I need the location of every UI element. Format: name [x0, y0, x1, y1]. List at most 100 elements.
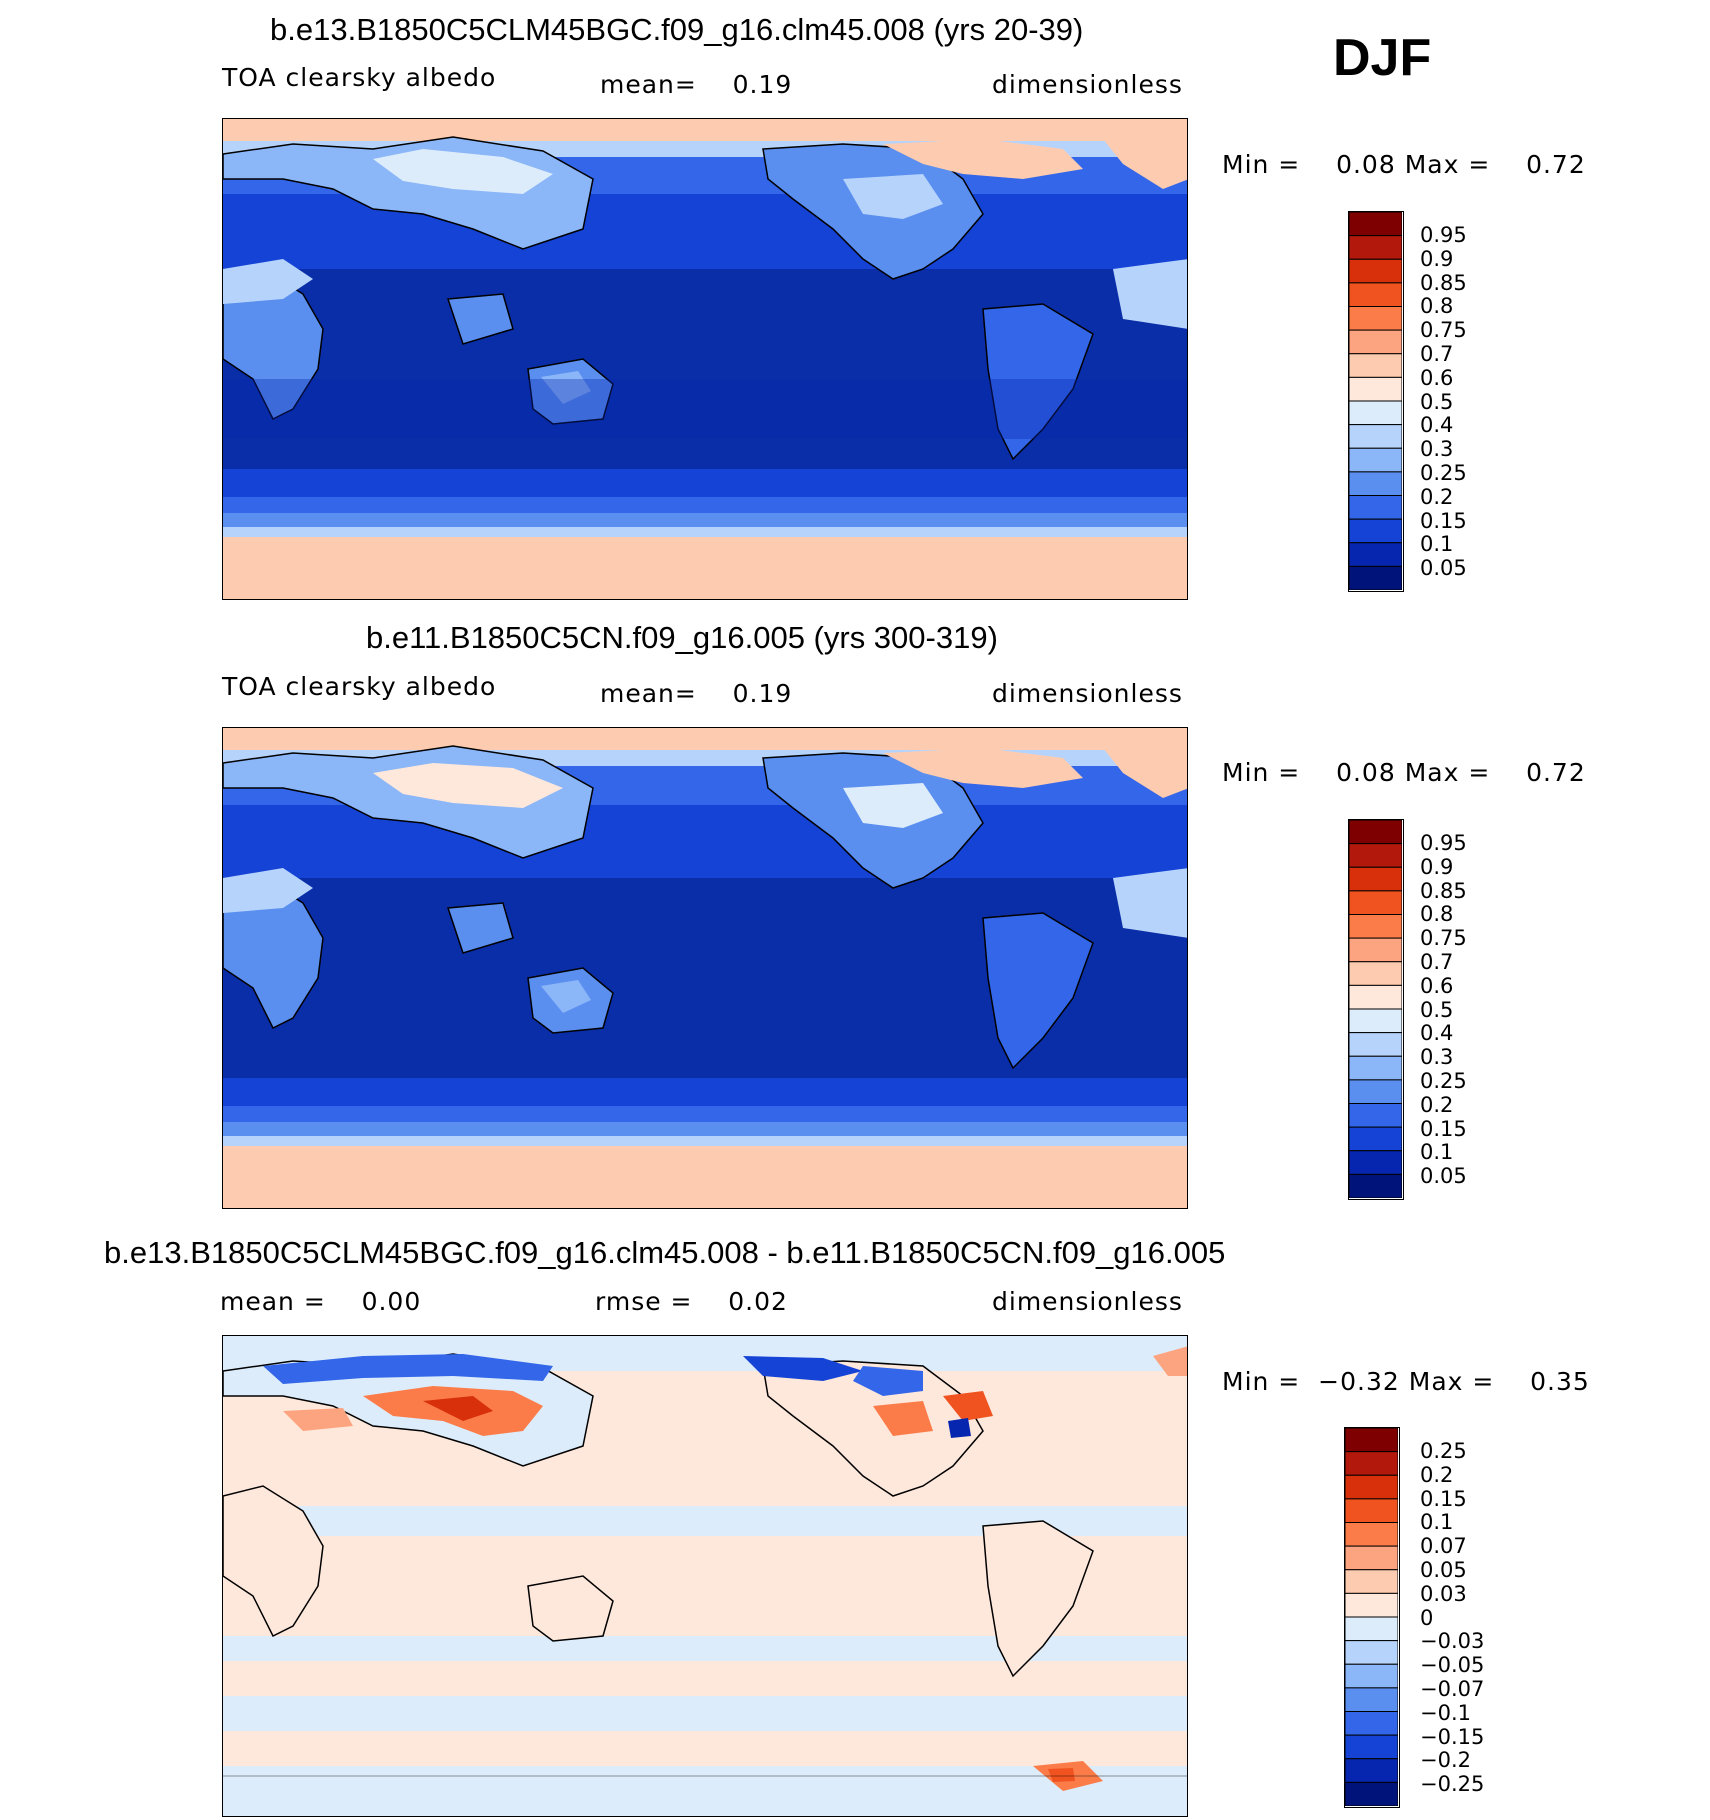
panel3-colorbar-swatch-13 [1345, 1734, 1398, 1760]
panel1-colorbar-swatch-1 [1349, 235, 1402, 260]
panel3-colorbar-tick-label: −0.03 [1420, 1629, 1485, 1654]
panel3-colorbar-tick-label: −0.15 [1420, 1724, 1485, 1749]
panel2-colorbar [1348, 819, 1404, 1200]
panel3-mean-label: mean = 0.00 [220, 1287, 422, 1316]
panel3-colorbar-swatch-3 [1345, 1498, 1398, 1523]
panel1-min-value: 0.08 [1336, 150, 1396, 179]
panel1-colorbar-swatch-2 [1349, 258, 1402, 284]
panel1-colorbar-tick-label: 0.25 [1420, 460, 1467, 485]
panel2-colorbar-labels: 0.95 0.9 0.85 0.8 0.75 0.7 0.6 0.5 0.4 0.3 0.25 0.2… [1420, 831, 1467, 1189]
panel3-colorbar-svg [1345, 1428, 1398, 1806]
panel3-colorbar [1344, 1427, 1400, 1808]
panel2-min-label: Min = [1222, 758, 1301, 787]
panel2-colorbar-swatch-7 [1349, 984, 1402, 1010]
panel3-colorbar-swatch-14 [1345, 1758, 1398, 1783]
panel1-colorbar-swatch-11 [1349, 471, 1402, 496]
panel2-title: b.e11.B1850C5CN.f09_g16.005 (yrs 300-319… [366, 620, 998, 655]
panel2-colorbar-swatch-11 [1349, 1079, 1402, 1104]
panel2-colorbar-swatch-0 [1349, 820, 1402, 845]
panel3-colorbar-swatch-4 [1345, 1522, 1398, 1547]
panel2-colorbar-swatch-13 [1349, 1126, 1402, 1152]
panel1-colorbar-swatch-3 [1349, 282, 1402, 307]
panel2-map [222, 727, 1188, 1209]
panel3-map [222, 1335, 1188, 1817]
panel1-colorbar-tick-label: 0.75 [1420, 318, 1467, 343]
panel2-colorbar-tick-label: 0.15 [1420, 1116, 1467, 1141]
panel1-colorbar-tick-label: 0.05 [1420, 556, 1467, 581]
panel3-colorbar-swatch-7 [1345, 1592, 1398, 1618]
panel1-colorbar-swatch-10 [1349, 447, 1402, 473]
panel2-max-label: Max = [1404, 758, 1491, 787]
panel3-map-svg [223, 1336, 1187, 1816]
panel2-colorbar-swatch-9 [1349, 1032, 1402, 1057]
panel2-colorbar-tick-label: 0.4 [1420, 1021, 1454, 1046]
panel1-minmax: Min = 0.08 Max = 0.72 [1222, 150, 1586, 179]
panel2-colorbar-swatch-5 [1349, 937, 1402, 963]
panel2-colorbar-tick-label: 0.5 [1420, 997, 1454, 1022]
panel3-rmse-label: rmse = 0.02 [595, 1287, 788, 1316]
panel2-colorbar-tick-label: 0.9 [1420, 854, 1454, 879]
panel3-colorbar-swatch-12 [1345, 1711, 1398, 1736]
panel2-colorbar-swatch-3 [1349, 890, 1402, 915]
panel1-colorbar-labels: 0.95 0.9 0.85 0.8 0.75 0.7 0.6 0.5 0.4 0.3 0.25 0.2… [1420, 223, 1467, 581]
panel2-colorbar-swatch-4 [1349, 914, 1402, 939]
panel2-colorbar-tick-label: 0.25 [1420, 1068, 1467, 1093]
panel3-colorbar-tick-label: 0.07 [1420, 1534, 1467, 1559]
panel1-min-label: Min = [1222, 150, 1301, 179]
panel3-units-label: dimensionless [992, 1287, 1183, 1316]
panel1-max-label: Max = [1404, 150, 1491, 179]
panel1-map [222, 118, 1188, 600]
panel3-title: b.e13.B1850C5CLM45BGC.f09_g16.clm45.008 … [104, 1235, 1226, 1270]
panel1-colorbar-tick-label: 0.95 [1420, 223, 1467, 247]
panel3-colorbar-swatch-1 [1345, 1451, 1398, 1476]
panel3-min-label: Min = [1222, 1367, 1301, 1396]
panel1-colorbar-swatch-15 [1349, 565, 1402, 590]
panel2-colorbar-tick-label: 0.85 [1420, 878, 1467, 903]
panel1-colorbar-swatch-5 [1349, 329, 1402, 355]
panel3-colorbar-tick-label: 0.15 [1420, 1486, 1467, 1511]
panel3-colorbar-swatch-11 [1345, 1687, 1398, 1712]
panel3-colorbar-swatch-9 [1345, 1640, 1398, 1665]
panel2-colorbar-tick-label: 0.05 [1420, 1164, 1467, 1189]
panel1-units-label: dimensionless [992, 70, 1183, 99]
panel3-colorbar-swatch-10 [1345, 1663, 1398, 1689]
panel1-colorbar-swatch-12 [1349, 495, 1402, 520]
panel2-colorbar-tick-label: 0.95 [1420, 831, 1467, 855]
panel1-colorbar-tick-label: 0.6 [1420, 365, 1454, 390]
panel3-min-value: −0.32 [1318, 1367, 1400, 1396]
panel2-colorbar-swatch-6 [1349, 961, 1402, 986]
panel1-colorbar-swatch-4 [1349, 306, 1402, 331]
panel1-colorbar [1348, 211, 1404, 592]
panel3-minmax: Min = −0.32 Max = 0.35 [1222, 1367, 1590, 1396]
panel1-colorbar-tick-label: 0.5 [1420, 389, 1454, 414]
panel3-colorbar-tick-label: −0.2 [1420, 1748, 1471, 1773]
panel1-colorbar-swatch-6 [1349, 353, 1402, 378]
panel2-colorbar-tick-label: 0.3 [1420, 1045, 1454, 1070]
panel3-max-value: 0.35 [1530, 1367, 1590, 1396]
panel3-colorbar-swatch-2 [1345, 1474, 1398, 1500]
panel1-colorbar-tick-label: 0.8 [1420, 294, 1454, 319]
panel2-map-svg [223, 728, 1187, 1208]
panel1-mean-label: mean= 0.19 [600, 70, 793, 99]
panel1-colorbar-swatch-13 [1349, 518, 1402, 544]
panel3-colorbar-tick-label: −0.05 [1420, 1653, 1485, 1678]
panel2-max-value: 0.72 [1526, 758, 1586, 787]
panel1-colorbar-tick-label: 0.15 [1420, 508, 1467, 533]
panel1-colorbar-tick-label: 0.2 [1420, 484, 1454, 509]
panel3-colorbar-labels: 0.25 0.2 0.15 0.1 0.07 0.05 0.03 0 −0.03 −0.05 −0.… [1420, 1439, 1485, 1797]
panel1-colorbar-swatch-14 [1349, 542, 1402, 567]
panel2-minmax: Min = 0.08 Max = 0.72 [1222, 758, 1586, 787]
panel2-units-label: dimensionless [992, 679, 1183, 708]
panel3-colorbar-tick-label: 0.1 [1420, 1510, 1454, 1535]
panel3-colorbar-swatch-0 [1345, 1428, 1398, 1453]
panel2-colorbar-svg [1349, 820, 1402, 1198]
season-label: DJF [1333, 29, 1432, 87]
panel3-colorbar-swatch-15 [1345, 1781, 1398, 1806]
panel3-colorbar-tick-label: 0.03 [1420, 1581, 1467, 1606]
panel2-colorbar-swatch-15 [1349, 1173, 1402, 1198]
panel2-colorbar-swatch-10 [1349, 1055, 1402, 1081]
panel2-mean-label: mean= 0.19 [600, 679, 793, 708]
panel1-colorbar-tick-label: 0.7 [1420, 341, 1454, 366]
panel2-variable-label: TOA clearsky albedo [222, 672, 497, 701]
panel2-colorbar-tick-label: 0.1 [1420, 1140, 1454, 1165]
